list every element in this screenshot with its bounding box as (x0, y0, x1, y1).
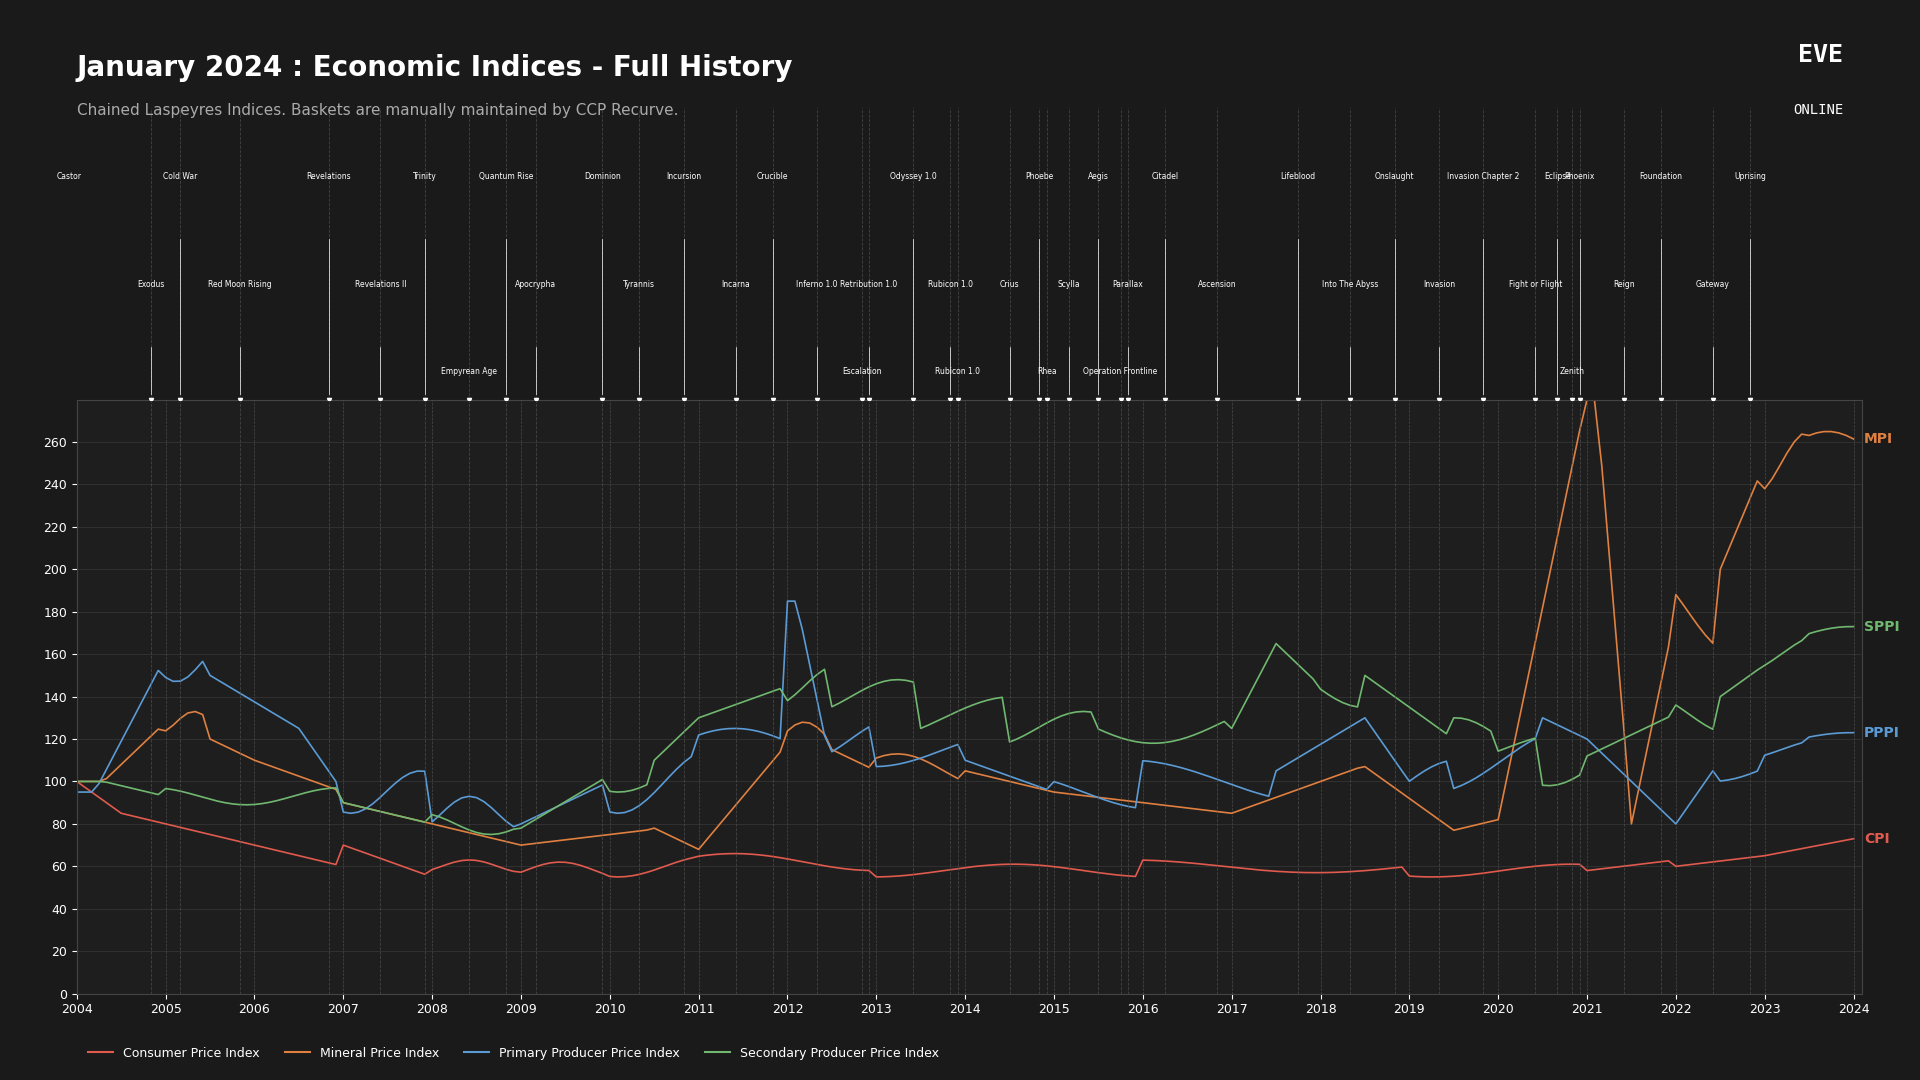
Line: Consumer Price Index: Consumer Price Index (77, 782, 1853, 877)
Line: Primary Producer Price Index: Primary Producer Price Index (77, 602, 1853, 826)
Mineral Price Index (265, 761, 288, 774)
Text: Tyrannis: Tyrannis (624, 280, 655, 288)
Primary Producer Price Index (1094, 794, 1117, 807)
Consumer Price Index (1828, 835, 1851, 848)
Text: Exodus: Exodus (136, 280, 165, 288)
Secondary Producer Price Index (65, 775, 88, 788)
Secondary Producer Price Index (1841, 620, 1864, 633)
Consumer Price Index (1375, 862, 1398, 875)
Text: Rhea: Rhea (1037, 367, 1056, 376)
Text: Crucible: Crucible (756, 172, 789, 180)
Legend: Consumer Price Index, Mineral Price Index, Primary Producer Price Index, Seconda: Consumer Price Index, Mineral Price Inde… (83, 1041, 943, 1065)
Consumer Price Index (1841, 833, 1864, 846)
Mineral Price Index (1501, 742, 1524, 755)
Mineral Price Index (747, 772, 770, 785)
Text: Crius: Crius (1000, 280, 1020, 288)
Text: Quantum Rise: Quantum Rise (478, 172, 534, 180)
Consumer Price Index (739, 848, 762, 861)
Secondary Producer Price Index (480, 828, 503, 841)
Text: Rubicon 1.0: Rubicon 1.0 (935, 367, 981, 376)
Text: Phoenix: Phoenix (1565, 172, 1596, 180)
Text: Citadel: Citadel (1152, 172, 1179, 180)
Text: PPPI: PPPI (1864, 726, 1901, 740)
Text: Operation Frontline: Operation Frontline (1083, 367, 1158, 376)
Primary Producer Price Index (1836, 726, 1859, 739)
Text: Cold War: Cold War (163, 172, 198, 180)
Text: Escalation: Escalation (841, 367, 881, 376)
Text: Trinity: Trinity (413, 172, 436, 180)
Text: Empyrean Age: Empyrean Age (442, 367, 497, 376)
Primary Producer Price Index (747, 725, 770, 738)
Text: Into The Abyss: Into The Abyss (1323, 280, 1379, 288)
Text: Odyssey 1.0: Odyssey 1.0 (891, 172, 937, 180)
Text: Castor: Castor (58, 172, 83, 180)
Secondary Producer Price Index (747, 690, 770, 703)
Mineral Price Index (1576, 393, 1599, 406)
Text: Inferno 1.0: Inferno 1.0 (797, 280, 837, 288)
Text: Ascension: Ascension (1198, 280, 1236, 288)
Text: Invasion: Invasion (1423, 280, 1455, 288)
Text: Zenith: Zenith (1559, 367, 1584, 376)
Mineral Price Index (687, 842, 710, 855)
Text: Gateway: Gateway (1695, 280, 1730, 288)
Text: Eclipse: Eclipse (1544, 172, 1571, 180)
Primary Producer Price Index (1390, 765, 1413, 778)
Text: Scylla: Scylla (1058, 280, 1081, 288)
Consumer Price Index (1421, 870, 1444, 883)
Text: Uprising: Uprising (1734, 172, 1766, 180)
Text: Parallax: Parallax (1114, 280, 1144, 288)
Text: Rubicon 1.0: Rubicon 1.0 (927, 280, 973, 288)
Text: Aegis: Aegis (1089, 172, 1110, 180)
Text: Onslaught: Onslaught (1375, 172, 1415, 180)
Primary Producer Price Index (1509, 741, 1532, 754)
Mineral Price Index (1382, 781, 1405, 794)
Consumer Price Index (1501, 863, 1524, 876)
Mineral Price Index (65, 775, 88, 788)
Text: MPI: MPI (1864, 432, 1893, 446)
Consumer Price Index (265, 843, 288, 856)
Mineral Price Index (1087, 791, 1110, 804)
Text: Fight or Flight: Fight or Flight (1509, 280, 1561, 288)
Text: Phoebe: Phoebe (1025, 172, 1054, 180)
Mineral Price Index (1841, 432, 1864, 445)
Primary Producer Price Index (65, 785, 88, 798)
Text: SPPI: SPPI (1864, 620, 1899, 634)
Secondary Producer Price Index (1087, 723, 1110, 735)
Primary Producer Price Index (501, 820, 524, 833)
Line: Secondary Producer Price Index: Secondary Producer Price Index (77, 626, 1853, 835)
Text: CPI: CPI (1864, 832, 1889, 846)
Text: Apocrypha: Apocrypha (515, 280, 557, 288)
Primary Producer Price Index (1841, 726, 1864, 739)
Text: Red Moon Rising: Red Moon Rising (207, 280, 271, 288)
Text: Lifeblood: Lifeblood (1281, 172, 1315, 180)
Text: EVE: EVE (1799, 43, 1843, 67)
Text: Retribution 1.0: Retribution 1.0 (841, 280, 897, 288)
Text: Incursion: Incursion (666, 172, 701, 180)
Text: Revelations: Revelations (305, 172, 351, 180)
Text: Incarna: Incarna (722, 280, 751, 288)
Secondary Producer Price Index (1828, 621, 1851, 634)
Text: Foundation: Foundation (1640, 172, 1682, 180)
Mineral Price Index (1836, 429, 1859, 442)
Primary Producer Price Index (265, 708, 288, 721)
Text: January 2024 : Economic Indices - Full History: January 2024 : Economic Indices - Full H… (77, 54, 793, 82)
Text: Revelations II: Revelations II (355, 280, 405, 288)
Consumer Price Index (1079, 865, 1102, 878)
Text: Invasion Chapter 2: Invasion Chapter 2 (1448, 172, 1519, 180)
Text: Reign: Reign (1613, 280, 1634, 288)
Text: ONLINE: ONLINE (1793, 103, 1843, 117)
Primary Producer Price Index (776, 595, 799, 608)
Text: Dominion: Dominion (584, 172, 620, 180)
Secondary Producer Price Index (1382, 690, 1405, 703)
Secondary Producer Price Index (1501, 739, 1524, 752)
Text: Chained Laspeyres Indices. Baskets are manually maintained by CCP Recurve.: Chained Laspeyres Indices. Baskets are m… (77, 103, 678, 118)
Consumer Price Index (65, 775, 88, 788)
Secondary Producer Price Index (265, 794, 288, 807)
Line: Mineral Price Index: Mineral Price Index (77, 400, 1853, 849)
